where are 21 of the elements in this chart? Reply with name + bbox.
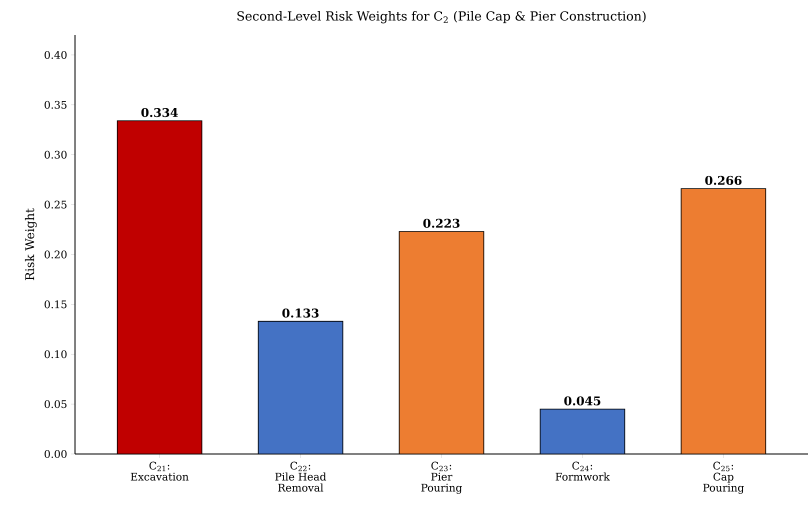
y-axis-title: Risk Weight	[24, 208, 37, 280]
data-label: 0.266	[705, 176, 742, 185]
chart-title: Second-Level Risk Weights for C$_{2}$ (Pile Cap & Pier Construction)	[237, 11, 646, 24]
y-tick-label: 0.15	[44, 300, 66, 308]
y-tick-label: 0.30	[44, 150, 67, 159]
data-label: 0.223	[423, 218, 460, 228]
data-label: 0.133	[282, 308, 319, 318]
y-tick-label: 0.35	[44, 100, 66, 109]
x-tick-label: C$_{24}$: Formwork	[556, 462, 610, 481]
y-tick-label: 0.40	[44, 50, 67, 59]
x-tick-label: C$_{21}$: Excavation	[130, 462, 189, 481]
x-tick-label: C$_{23}$: Pier Pouring	[421, 462, 462, 494]
y-tick-label: 0.20	[44, 250, 67, 258]
data-label: 0.045	[564, 396, 600, 406]
y-tick-label: 0.25	[44, 200, 66, 209]
x-tick-label: C$_{25}$: Cap Pouring	[703, 462, 744, 494]
y-tick-label: 0.00	[44, 450, 67, 458]
y-tick-label: 0.10	[44, 350, 67, 358]
y-tick-label: 0.05	[44, 400, 66, 408]
data-label: 0.334	[141, 108, 178, 118]
x-tick-label: C$_{22}$: Pile Head Removal	[275, 462, 326, 492]
